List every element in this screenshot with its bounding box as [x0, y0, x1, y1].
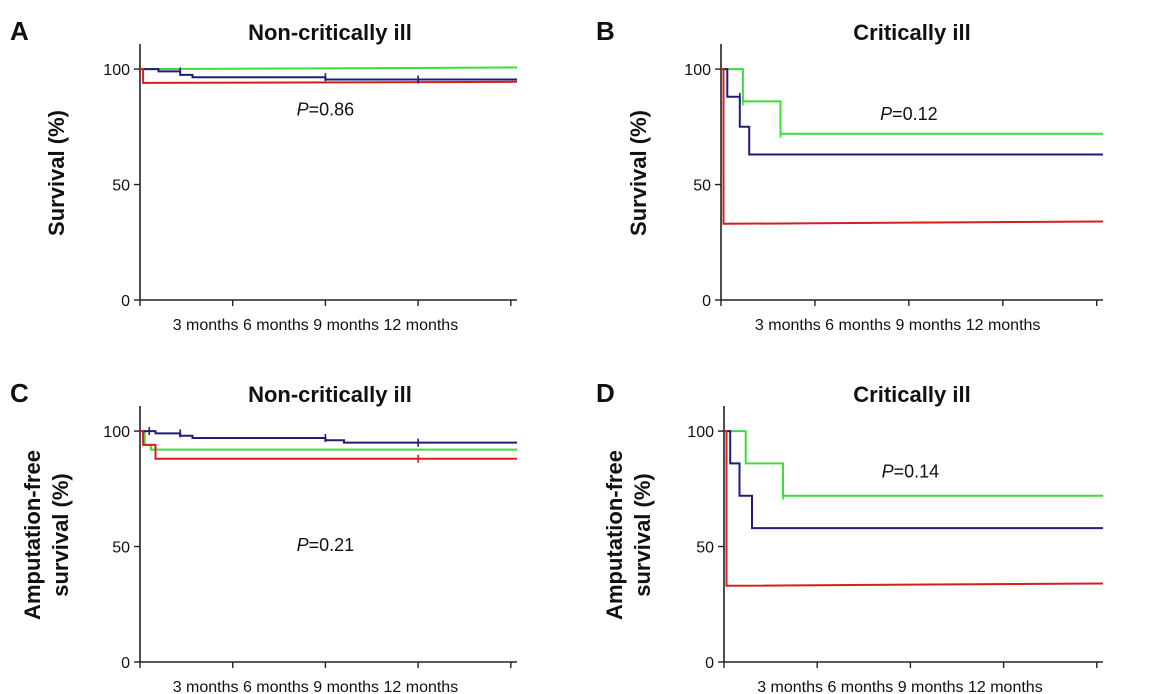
- p-value: =0.21: [309, 535, 355, 555]
- y-axis-label-line: Amputation-free: [20, 450, 45, 620]
- series-line-blue: [140, 68, 517, 81]
- x-tick-label: 12 months: [379, 679, 458, 694]
- y-tick-label: 50: [693, 178, 711, 195]
- y-tick-label: 100: [103, 62, 130, 79]
- x-tick-label: 12 months: [379, 317, 458, 334]
- panel-letter: D: [596, 378, 615, 408]
- y-tick-label: 0: [121, 655, 130, 672]
- y-axis-label-line: Survival (%): [626, 110, 651, 236]
- series-line-red: [140, 430, 517, 460]
- p-symbol: P: [880, 104, 892, 124]
- y-axis-label: Survival (%): [626, 110, 651, 236]
- p-value-annotation: P=0.21: [297, 535, 355, 555]
- x-tick-labels: 3 months 6 months 9 months 12 months: [755, 317, 1041, 334]
- x-tick-label: 3 months: [757, 679, 823, 694]
- p-value: =0.86: [309, 99, 355, 119]
- x-tick-label: 12 months: [964, 679, 1043, 694]
- panel-letter: C: [10, 378, 29, 408]
- p-value-annotation: P=0.12: [880, 104, 938, 124]
- series-line-green: [724, 430, 1103, 497]
- x-tick-label: 3 months: [755, 317, 821, 334]
- y-axis-label: Amputation-free survival (%): [20, 450, 73, 620]
- series-line-red: [140, 68, 518, 84]
- y-tick-label: 100: [687, 424, 714, 441]
- p-value-annotation: P=0.86: [297, 99, 355, 119]
- panel-a: A Non-critically ill Survival (%) 0 50 100 3 m…: [10, 16, 518, 334]
- panel-title: Critically ill: [853, 382, 970, 407]
- x-tick-label: 9 months: [309, 679, 379, 694]
- series-line-red: [724, 430, 1104, 587]
- p-value-annotation: P=0.14: [882, 461, 940, 481]
- panel-d: D Critically ill Amputation-free survival (…: [596, 378, 1104, 694]
- y-axis-label-line: survival (%): [630, 473, 655, 597]
- y-tick-label: 0: [702, 293, 711, 310]
- series-line-blue: [724, 430, 1103, 530]
- x-tick-label: 6 months: [823, 679, 893, 694]
- x-tick-label: 9 months: [309, 317, 379, 334]
- y-tick-label: 50: [112, 178, 130, 195]
- x-tick-label: 3 months: [173, 317, 239, 334]
- series-line-green: [721, 68, 1103, 135]
- series-line-blue: [721, 68, 1103, 156]
- x-tick-labels: 3 months 6 months 9 months 12 months: [173, 317, 459, 334]
- y-tick-label: 0: [121, 293, 130, 310]
- x-tick-label: 6 months: [239, 679, 309, 694]
- y-axis-label: Survival (%): [44, 110, 69, 236]
- y-tick-label: 50: [112, 540, 130, 557]
- panel-letter: A: [10, 16, 29, 46]
- p-value: =0.12: [892, 104, 938, 124]
- x-tick-labels: 3 months 6 months 9 months 12 months: [173, 679, 459, 694]
- p-symbol: P: [882, 461, 894, 481]
- x-tick-label: 6 months: [239, 317, 309, 334]
- series-line-green: [139, 66, 518, 71]
- y-tick-label: 50: [696, 540, 714, 557]
- x-tick-label: 9 months: [891, 317, 961, 334]
- panel-title: Non-critically ill: [248, 382, 412, 407]
- p-symbol: P: [297, 535, 309, 555]
- y-axis-label-line: Survival (%): [44, 110, 69, 236]
- panel-b: B Critically ill Survival (%) 0 50 100 3 month…: [596, 16, 1104, 334]
- x-tick-labels: 3 months 6 months 9 months 12 months: [757, 679, 1043, 694]
- y-tick-label: 100: [103, 424, 130, 441]
- series-line-red: [721, 68, 1104, 225]
- panel-letter: B: [596, 16, 615, 46]
- panel-title: Non-critically ill: [248, 20, 412, 45]
- y-tick-label: 0: [705, 655, 714, 672]
- p-value: =0.14: [894, 461, 940, 481]
- y-axis-label-line: survival (%): [48, 473, 73, 597]
- p-symbol: P: [297, 99, 309, 119]
- series-line-blue: [140, 430, 517, 444]
- panel-c: C Non-critically ill Amputation-free surviv…: [10, 378, 517, 694]
- x-tick-label: 9 months: [893, 679, 963, 694]
- y-axis-label: Amputation-free survival (%): [602, 450, 655, 620]
- y-axis-label-line: Amputation-free: [602, 450, 627, 620]
- panel-title: Critically ill: [853, 20, 970, 45]
- x-tick-label: 12 months: [961, 317, 1040, 334]
- x-tick-label: 3 months: [173, 679, 239, 694]
- x-tick-label: 6 months: [821, 317, 891, 334]
- y-tick-label: 100: [684, 62, 711, 79]
